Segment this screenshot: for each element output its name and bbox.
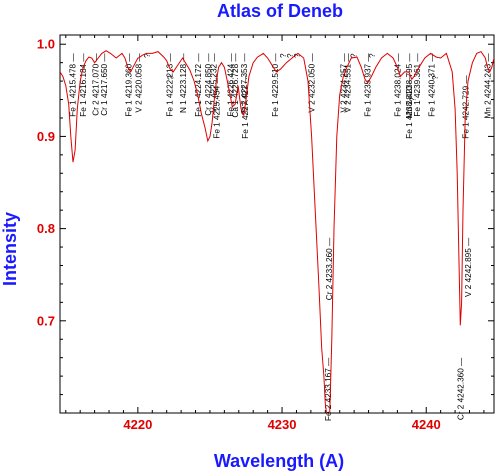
line-id-label: Ti 2 4227.353 — <box>240 53 249 114</box>
y-tick-label: 1.0 <box>37 37 55 52</box>
line-id-label: Cr 1 4217.650 — <box>100 53 109 116</box>
x-tick-label: 4230 <box>268 417 297 432</box>
line-id-label: V 2 4220.058 — <box>135 53 144 113</box>
line-id-label: ? <box>167 75 176 80</box>
plot-frame <box>59 34 495 414</box>
line-id-label: V 2 4232.050 — <box>308 53 317 113</box>
line-id-label: Ca 1 4226.728 — <box>231 53 240 118</box>
x-tick-label: 4240 <box>412 417 441 432</box>
x-tick-label: 4220 <box>123 417 152 432</box>
line-id-label: Fe 1 4215.478 — <box>69 53 78 117</box>
line-id-label: Fe 1 4229.510 — <box>271 53 280 117</box>
line-id-label: Fe 1 4240.371 — <box>428 53 437 117</box>
line-id-label: ? <box>143 53 152 58</box>
line-id-label: ? <box>349 53 358 58</box>
line-id-label: Fe 1 4238.810 — <box>405 75 414 139</box>
line-id-label: Fe 2 4233.167 — <box>324 357 333 421</box>
line-id-label: Fe 1 4219.360 — <box>125 53 134 117</box>
line-id-label: V 2 4242.895 — <box>464 237 473 297</box>
line-id-label: N 1 4223.128 — <box>179 53 188 113</box>
line-identifications: Fe 1 4215.478 — Fe 1 4216.184 — Cr 2 4217.… <box>69 53 493 421</box>
line-id-label: ? <box>409 97 418 102</box>
line-id-label: V 2 4234.257 — <box>340 53 349 113</box>
line-id-label: Fe 1 4225.454 — <box>212 75 221 139</box>
line-id-label: ? <box>368 53 377 58</box>
axes: 4220 4230 4240 0.7 0.8 0.9 1.0 <box>37 34 495 432</box>
line-id-label: Cr 2 4217.070 — <box>92 53 101 116</box>
line-id-label: Fe 1 4227.427 — <box>241 75 250 139</box>
line-id-label: Fe 1 4235.937 — <box>364 53 373 117</box>
line-id-label: V 2 4225.232 — <box>209 53 218 113</box>
spectrum-line <box>60 50 494 413</box>
line-id-label: ? <box>431 75 440 80</box>
line-id-label: Cr 2 4233.260 — <box>325 237 334 300</box>
y-tick-label: 0.7 <box>37 313 55 328</box>
line-id-label: Fe 1 4238.024 — <box>394 53 403 117</box>
y-axis-label: Intensity <box>0 212 20 286</box>
line-id-label: Cr 2 4242.360 — <box>456 357 465 420</box>
line-id-label: V 2 4234.551 — <box>344 53 353 113</box>
line-id-label: Cr 2 4224.850 — <box>204 53 213 116</box>
line-id-label: Fe 1 4216.184 — <box>79 53 88 117</box>
line-id-label: Fe 1 4239.361 — <box>413 53 422 117</box>
line-id-label: ? <box>279 53 288 58</box>
line-id-label: ? <box>286 53 295 58</box>
line-id-label: Mn 2 4244.243 — <box>483 53 492 119</box>
line-id-label: Fe 1 4226.424 — <box>226 53 235 117</box>
line-id-label: Fe 1 4222.213 — <box>166 53 175 117</box>
line-id-label: Fe 1 4224.172 — <box>194 53 203 117</box>
line-id-label: Mn 2 4238.795 — <box>405 53 414 119</box>
x-axis-label: Wavelength (A) <box>214 451 344 471</box>
line-id-label: ? <box>293 53 302 58</box>
chart-title: Atlas of Deneb <box>217 1 343 21</box>
y-tick-label: 0.9 <box>37 129 55 144</box>
y-tick-label: 0.8 <box>37 221 55 236</box>
